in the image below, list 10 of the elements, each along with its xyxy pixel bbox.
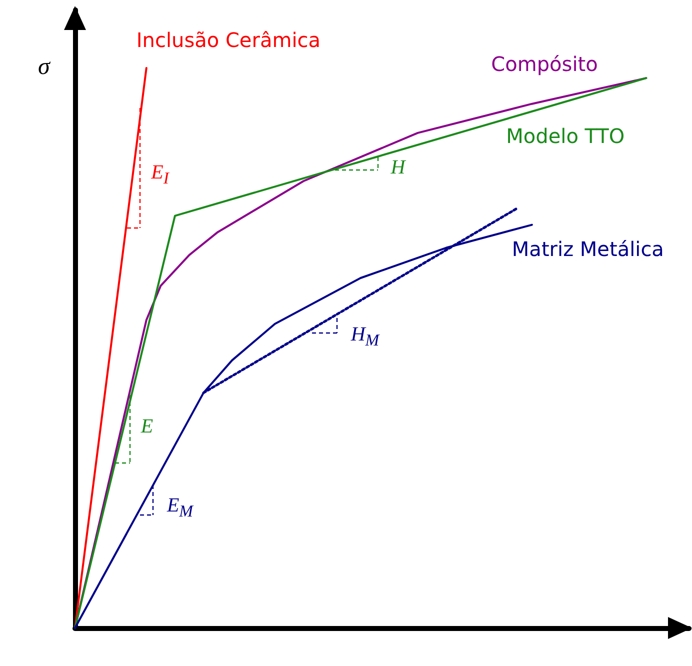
annotation: E$_{I}$ [151, 162, 169, 188]
series-label: Matriz Metálica [512, 236, 664, 261]
annotation: H [390, 156, 406, 178]
series-label: Modelo TTO [506, 124, 625, 148]
annotation: E$_{M}$ [166, 494, 194, 520]
series-label: Compósito [491, 52, 598, 76]
annotation: E [140, 416, 154, 438]
annotation: H$_{M}$ [350, 324, 380, 350]
series-label: Inclusão Cerâmica [136, 28, 321, 52]
y-axis-title: σ [38, 54, 50, 81]
